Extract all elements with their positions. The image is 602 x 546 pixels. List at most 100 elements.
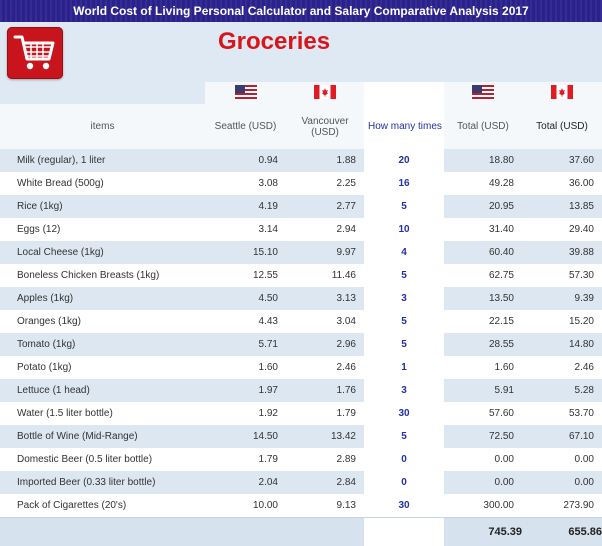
times-input[interactable]: 5 xyxy=(364,264,444,287)
app-title-banner: World Cost of Living Personal Calculator… xyxy=(0,0,602,22)
vancouver-price: 13.42 xyxy=(286,425,364,448)
vancouver-price: 2.96 xyxy=(286,333,364,356)
vancouver-price: 2.84 xyxy=(286,471,364,494)
times-header: How many times you purchase in a xyxy=(364,104,444,149)
section-header: Groceries xyxy=(0,22,602,82)
times-input[interactable]: 20 xyxy=(364,149,444,172)
total-ca-cell: 39.88 xyxy=(522,241,602,264)
total-us-cell: 28.55 xyxy=(444,333,522,356)
vancouver-price: 1.88 xyxy=(286,149,364,172)
item-name: Rice (1kg) xyxy=(0,195,205,218)
column-header-row: items Seattle (USD) Vancouver (USD) How … xyxy=(0,104,602,149)
vancouver-price: 2.25 xyxy=(286,172,364,195)
vancouver-price: 9.97 xyxy=(286,241,364,264)
times-input[interactable]: 30 xyxy=(364,494,444,518)
total-ca-cell: 14.80 xyxy=(522,333,602,356)
total-us-value: 745.39 xyxy=(444,518,522,546)
total-ca-cell: 36.00 xyxy=(522,172,602,195)
total-ca-cell: 2.46 xyxy=(522,356,602,379)
total-us-cell: 20.95 xyxy=(444,195,522,218)
item-name: Oranges (1kg) xyxy=(0,310,205,333)
item-name: Milk (regular), 1 liter xyxy=(0,149,205,172)
times-input[interactable]: 3 xyxy=(364,287,444,310)
total-ca-cell: 15.20 xyxy=(522,310,602,333)
vancouver-price: 11.46 xyxy=(286,264,364,287)
total-us-cell: 72.50 xyxy=(444,425,522,448)
item-name: Domestic Beer (0.5 liter bottle) xyxy=(0,448,205,471)
item-name: Pack of Cigarettes (20's) xyxy=(0,494,205,518)
times-input[interactable]: 3 xyxy=(364,379,444,402)
items-header: items xyxy=(0,104,205,149)
total-ca-value: 655.86 xyxy=(522,518,602,546)
times-input[interactable]: 5 xyxy=(364,310,444,333)
item-name: Potato (1kg) xyxy=(0,356,205,379)
times-input[interactable]: 10 xyxy=(364,218,444,241)
us-flag-icon xyxy=(235,85,257,102)
total-us-cell: 0.00 xyxy=(444,448,522,471)
times-input[interactable]: 0 xyxy=(364,448,444,471)
seattle-price: 4.50 xyxy=(205,287,286,310)
total-ca-cell: 0.00 xyxy=(522,471,602,494)
vancouver-price: 1.76 xyxy=(286,379,364,402)
seattle-price: 4.19 xyxy=(205,195,286,218)
total-ca-header: Total (USD) xyxy=(522,104,602,149)
item-name: Imported Beer (0.33 liter bottle) xyxy=(0,471,205,494)
total-ca-cell: 5.28 xyxy=(522,379,602,402)
total-ca-cell: 37.60 xyxy=(522,149,602,172)
page-title: Groceries xyxy=(218,28,330,56)
seattle-price: 12.55 xyxy=(205,264,286,287)
times-input[interactable]: 5 xyxy=(364,425,444,448)
total-us-cell: 0.00 xyxy=(444,471,522,494)
times-input[interactable]: 4 xyxy=(364,241,444,264)
seattle-price: 3.14 xyxy=(205,218,286,241)
seattle-price: 1.79 xyxy=(205,448,286,471)
seattle-header: Seattle (USD) xyxy=(205,104,286,149)
total-us-cell: 49.28 xyxy=(444,172,522,195)
seattle-price: 10.00 xyxy=(205,494,286,518)
total-us-cell: 57.60 xyxy=(444,402,522,425)
shopping-cart-icon[interactable] xyxy=(7,27,63,79)
total-us-header: Total (USD) xyxy=(444,104,522,149)
canada-flag-icon xyxy=(551,85,573,102)
item-name: Local Cheese (1kg) xyxy=(0,241,205,264)
total-us-cell: 31.40 xyxy=(444,218,522,241)
item-name: Water (1.5 liter bottle) xyxy=(0,402,205,425)
total-us-cell: 62.75 xyxy=(444,264,522,287)
flag-row xyxy=(0,82,602,104)
times-input[interactable]: 1 xyxy=(364,356,444,379)
item-name: Lettuce (1 head) xyxy=(0,379,205,402)
seattle-price: 15.10 xyxy=(205,241,286,264)
total-ca-cell: 57.30 xyxy=(522,264,602,287)
vancouver-price: 2.94 xyxy=(286,218,364,241)
vancouver-price: 9.13 xyxy=(286,494,364,518)
seattle-price: 2.04 xyxy=(205,471,286,494)
total-ca-cell: 53.70 xyxy=(522,402,602,425)
item-name: Tomato (1kg) xyxy=(0,333,205,356)
times-input[interactable]: 5 xyxy=(364,333,444,356)
total-us-cell: 60.40 xyxy=(444,241,522,264)
vancouver-price: 1.79 xyxy=(286,402,364,425)
times-input[interactable]: 5 xyxy=(364,195,444,218)
times-input[interactable]: 30 xyxy=(364,402,444,425)
vancouver-price: 2.89 xyxy=(286,448,364,471)
vancouver-price: 3.13 xyxy=(286,287,364,310)
groceries-table: items Seattle (USD) Vancouver (USD) How … xyxy=(0,82,602,546)
total-ca-cell: 9.39 xyxy=(522,287,602,310)
times-input[interactable]: 16 xyxy=(364,172,444,195)
us-flag-icon xyxy=(472,85,494,102)
times-input[interactable]: 0 xyxy=(364,471,444,494)
total-us-cell: 22.15 xyxy=(444,310,522,333)
total-us-cell: 18.80 xyxy=(444,149,522,172)
item-name: Apples (1kg) xyxy=(0,287,205,310)
